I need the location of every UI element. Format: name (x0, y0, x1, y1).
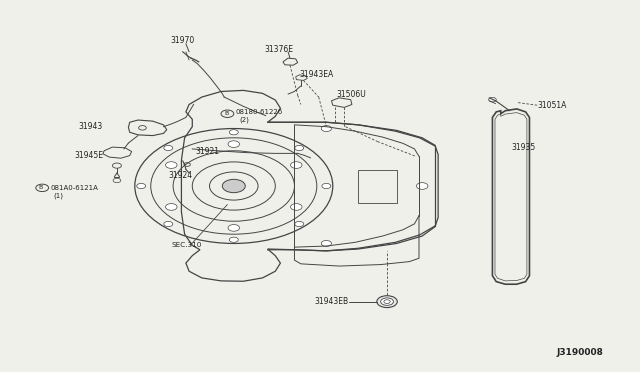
Text: 081A0-6121A: 081A0-6121A (51, 185, 99, 191)
Circle shape (228, 225, 239, 231)
Circle shape (417, 183, 428, 189)
Circle shape (222, 179, 245, 193)
Text: 31970: 31970 (171, 36, 195, 45)
Circle shape (229, 130, 238, 135)
Text: (2): (2) (239, 117, 249, 123)
Circle shape (166, 203, 177, 210)
Text: 31935: 31935 (511, 142, 536, 151)
Circle shape (137, 183, 146, 189)
Text: 31921: 31921 (195, 147, 220, 156)
Text: 31376E: 31376E (264, 45, 293, 54)
Circle shape (228, 141, 239, 147)
Circle shape (164, 145, 173, 151)
Circle shape (229, 237, 238, 242)
Circle shape (295, 221, 304, 227)
Text: B: B (39, 185, 43, 190)
Text: J3190008: J3190008 (556, 347, 603, 356)
Text: 31945E: 31945E (74, 151, 103, 160)
Text: 08180-61226: 08180-61226 (236, 109, 283, 115)
Text: (1): (1) (53, 193, 63, 199)
Text: 31943EB: 31943EB (315, 297, 349, 306)
Text: B: B (224, 111, 228, 116)
Text: 31943EA: 31943EA (299, 70, 333, 78)
Circle shape (322, 183, 331, 189)
Circle shape (321, 240, 332, 246)
Circle shape (377, 296, 397, 308)
Text: 31051A: 31051A (537, 101, 566, 110)
Text: 31924: 31924 (168, 171, 192, 180)
Circle shape (321, 126, 332, 132)
Text: SEC.310: SEC.310 (172, 242, 202, 248)
Circle shape (291, 203, 302, 210)
Circle shape (291, 162, 302, 169)
Text: 31506U: 31506U (336, 90, 365, 99)
Circle shape (381, 298, 394, 305)
Bar (358, 170, 397, 203)
Circle shape (164, 221, 173, 227)
Circle shape (166, 162, 177, 169)
Text: 31943: 31943 (79, 122, 103, 131)
Circle shape (295, 145, 304, 151)
